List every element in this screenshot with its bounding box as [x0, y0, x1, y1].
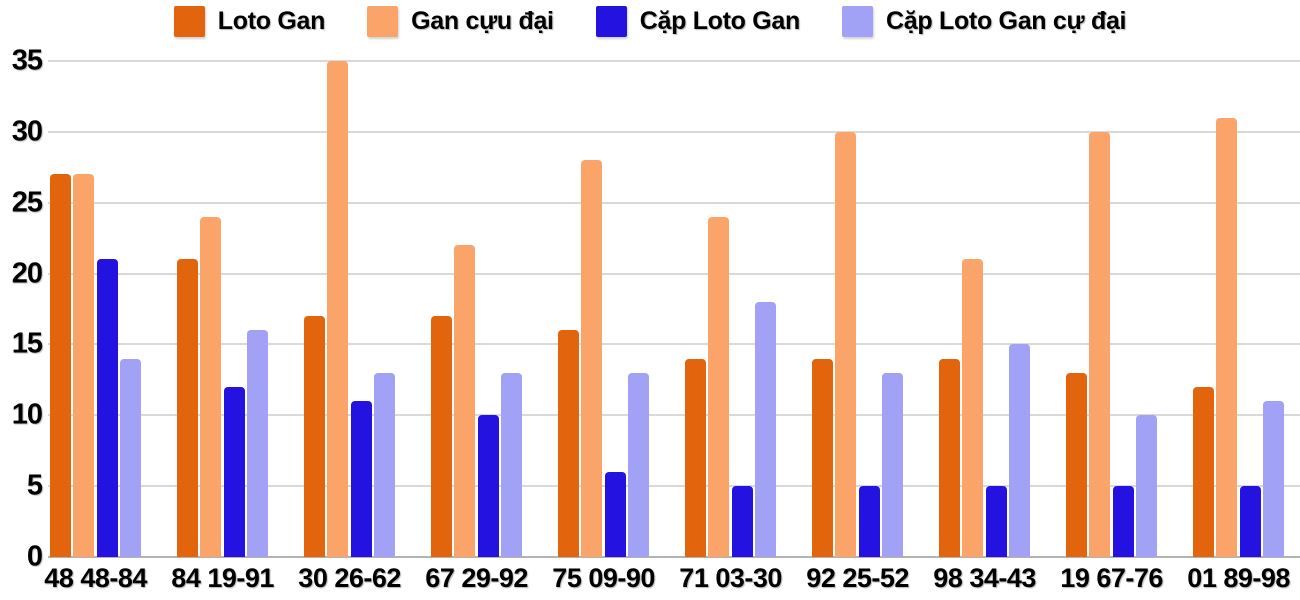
gridline-y-15: [48, 343, 1300, 346]
bar-gan-cựu-đại-01-89-98: [1216, 117, 1238, 557]
x-axis-label-6: 92 25-52: [806, 563, 909, 593]
bar-gan-cựu-đại-92-25-52: [835, 131, 857, 557]
y-tick-label-20: 20: [11, 257, 43, 290]
x-axis-label-8: 19 67-76: [1060, 563, 1163, 593]
bar-gan-cựu-đại-67-29-92: [454, 245, 476, 557]
bar-gan-cựu-đại-48-48-84: [73, 174, 95, 557]
bar-cặp-loto-gan-cự-đại-30-26-62: [374, 372, 396, 557]
x-axis-label-7: 98 34-43: [933, 563, 1036, 593]
bar-loto-gan-01-89-98: [1193, 386, 1214, 557]
legend-swatch-icon: [595, 6, 627, 37]
bar-cặp-loto-gan-48-48-84: [96, 259, 118, 557]
x-axis-label-3: 67 29-92: [425, 563, 528, 593]
gridline-y-5: [48, 485, 1300, 488]
bar-cặp-loto-gan-67-29-92: [477, 415, 499, 557]
bar-gan-cựu-đại-30-26-62: [327, 61, 349, 557]
legend-item-0: Loto Gan: [173, 6, 326, 37]
bar-loto-gan-75-09-90: [558, 330, 579, 557]
y-tick-label-0: 0: [26, 540, 43, 573]
bar-cặp-loto-gan-cự-đại-92-25-52: [882, 372, 904, 557]
bar-cặp-loto-gan-75-09-90: [604, 471, 626, 557]
gridline-y-30: [48, 130, 1300, 133]
bar-cặp-loto-gan-01-89-98: [1239, 486, 1261, 557]
bar-gan-cựu-đại-98-34-43: [962, 259, 984, 557]
bar-loto-gan-30-26-62: [304, 316, 325, 557]
bar-loto-gan-48-48-84: [50, 174, 71, 557]
bar-cặp-loto-gan-84-19-91: [223, 386, 245, 557]
bar-cặp-loto-gan-cự-đại-98-34-43: [1009, 344, 1031, 557]
bar-loto-gan-71-03-30: [685, 358, 706, 557]
bar-cặp-loto-gan-cự-đại-84-19-91: [247, 330, 269, 557]
bar-cặp-loto-gan-cự-đại-48-48-84: [120, 358, 142, 557]
bar-cặp-loto-gan-30-26-62: [350, 401, 372, 557]
gridline-y-25: [48, 201, 1300, 204]
y-tick-label-10: 10: [11, 398, 43, 431]
legend-swatch-icon: [842, 6, 873, 37]
legend-swatch-icon: [367, 6, 399, 37]
legend-label: Loto Gan: [217, 7, 326, 35]
y-tick-label-30: 30: [11, 115, 43, 148]
bar-cặp-loto-gan-71-03-30: [731, 486, 753, 557]
bar-cặp-loto-gan-19-67-76: [1112, 486, 1134, 557]
x-axis-baseline: [48, 556, 1300, 558]
bar-cặp-loto-gan-cự-đại-01-89-98: [1263, 401, 1285, 557]
legend-label: Gan cựu đại: [411, 7, 554, 35]
legend-item-1: Gan cựu đại: [367, 6, 554, 37]
y-tick-label-15: 15: [11, 327, 43, 360]
legend-label: Cặp Loto Gan: [639, 7, 801, 35]
legend-item-3: Cặp Loto Gan cự đại: [842, 6, 1127, 37]
x-axis-label-4: 75 09-90: [552, 563, 655, 593]
x-axis-label-2: 30 26-62: [298, 563, 401, 593]
gridline-y-10: [48, 414, 1300, 417]
bar-loto-gan-19-67-76: [1066, 372, 1087, 557]
bar-gan-cựu-đại-71-03-30: [708, 216, 730, 557]
x-axis-label-1: 84 19-91: [171, 563, 274, 593]
legend-label: Cặp Loto Gan cự đại: [886, 7, 1127, 35]
bar-gan-cựu-đại-19-67-76: [1089, 131, 1111, 557]
bar-loto-gan-98-34-43: [939, 358, 960, 557]
bar-cặp-loto-gan-cự-đại-71-03-30: [755, 301, 777, 557]
bar-cặp-loto-gan-cự-đại-19-67-76: [1136, 415, 1158, 557]
bar-cặp-loto-gan-92-25-52: [858, 486, 880, 557]
bar-cặp-loto-gan-98-34-43: [985, 486, 1007, 557]
legend-item-2: Cặp Loto Gan: [595, 6, 801, 37]
bar-loto-gan-84-19-91: [177, 259, 198, 557]
legend-swatch-icon: [173, 6, 205, 37]
chart-legend: Loto Gan Gan cựu đại Cặp Loto Gan Cặp Loto …: [0, 6, 1300, 37]
y-tick-label-25: 25: [11, 186, 43, 219]
x-axis-label-9: 01 89-98: [1187, 563, 1290, 593]
gridline-y-35: [48, 60, 1300, 62]
bar-loto-gan-92-25-52: [812, 358, 833, 557]
bar-loto-gan-67-29-92: [431, 316, 452, 557]
x-axis-label-5: 71 03-30: [679, 563, 782, 593]
bar-cặp-loto-gan-cự-đại-67-29-92: [501, 372, 523, 557]
y-tick-label-5: 5: [26, 469, 43, 502]
bar-cặp-loto-gan-cự-đại-75-09-90: [628, 372, 650, 557]
bar-gan-cựu-đại-84-19-91: [200, 216, 222, 557]
bar-gan-cựu-đại-75-09-90: [581, 160, 603, 557]
x-axis-label-0: 48 48-84: [44, 563, 147, 593]
gridline-y-20: [48, 272, 1300, 275]
y-tick-label-35: 35: [11, 44, 43, 77]
